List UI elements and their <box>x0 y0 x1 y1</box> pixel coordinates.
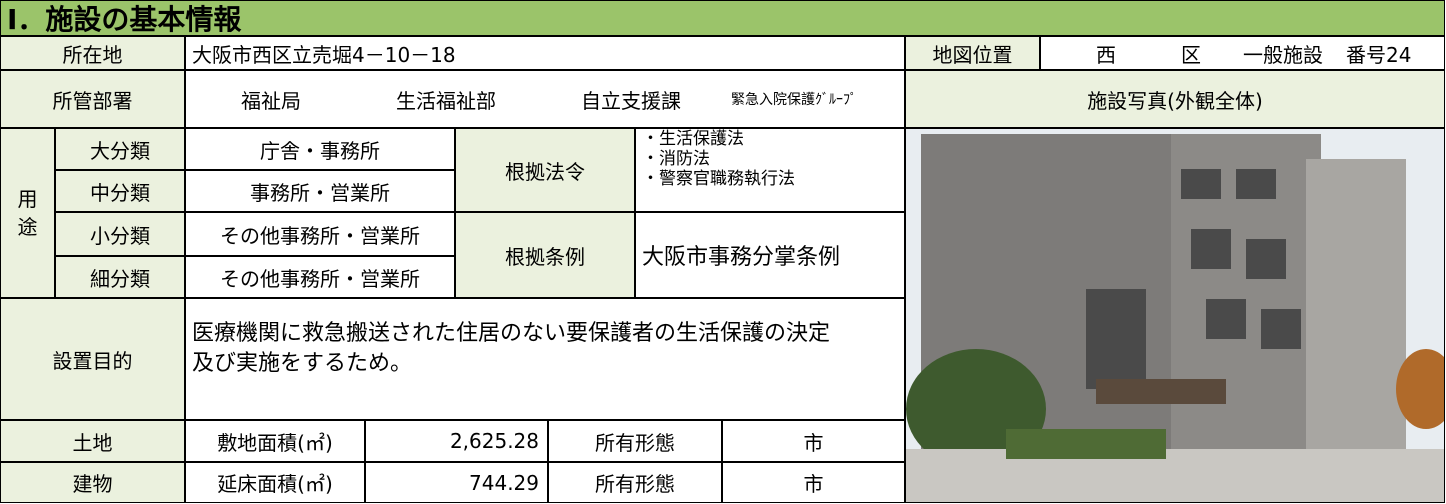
label: 小分類 <box>55 212 185 256</box>
value: ・消防法 <box>642 149 710 169</box>
label: 所管部署 <box>0 70 185 128</box>
label: 根拠法令 <box>455 128 635 212</box>
value: 大阪市事務分掌条例 <box>635 212 905 298</box>
label: 施設写真(外観全体) <box>905 70 1445 128</box>
label: 土地 <box>0 420 185 462</box>
value: 庁舎・事務所 <box>185 128 455 170</box>
photo-image <box>906 129 1444 502</box>
value: 区 <box>1181 42 1201 67</box>
value: その他事務所・営業所 <box>185 212 455 256</box>
value: 市 <box>722 462 905 503</box>
map-cell: 西 区 一般施設 番号24 <box>1040 36 1445 70</box>
label: 中分類 <box>55 170 185 212</box>
value: 市 <box>722 420 905 462</box>
label: 所在地 <box>0 36 185 70</box>
value: 自立支援課 <box>581 88 681 113</box>
title: Ⅰ．施設の基本情報 <box>0 0 1445 36</box>
label: 根拠条例 <box>455 212 635 298</box>
value: ・生活保護法 <box>642 129 744 149</box>
department-cell: 福祉局 生活福祉部 自立支援課 緊急入院保護ｸﾞﾙｰﾌﾟ <box>185 70 905 128</box>
value: 事務所・営業所 <box>185 170 455 212</box>
value: 744.29 <box>365 462 548 503</box>
value: 番号24 <box>1346 42 1412 67</box>
label: 設置目的 <box>0 298 185 420</box>
value: 及び実施をするため。 <box>192 351 413 376</box>
value: 生活福祉部 <box>396 88 496 113</box>
label: 大分類 <box>55 128 185 170</box>
value: 所有形態 <box>548 420 722 462</box>
value: 一般施設 <box>1243 42 1323 67</box>
value: 大阪市西区立売堀4－10－18 <box>185 36 905 70</box>
value: 2,625.28 <box>365 420 548 462</box>
value: その他事務所・営業所 <box>185 256 455 298</box>
label: 地図位置 <box>905 36 1040 70</box>
value: 所有形態 <box>548 462 722 503</box>
value: 緊急入院保護ｸﾞﾙｰﾌﾟ <box>731 92 857 108</box>
purpose: 医療機関に救急搬送された住居のない要保護者の生活保護の決定 及び実施をするため。 <box>185 298 905 420</box>
value: 敷地面積(㎡) <box>185 420 365 462</box>
laws: ・生活保護法 ・消防法 ・警察官職務執行法 <box>635 128 905 212</box>
value: 西 <box>1096 42 1116 67</box>
value: 延床面積(㎡) <box>185 462 365 503</box>
label: 用途 <box>0 128 55 298</box>
value: 医療機関に救急搬送された住居のない要保護者の生活保護の決定 <box>192 321 831 346</box>
photo <box>905 128 1445 503</box>
value: ・警察官職務執行法 <box>642 169 795 189</box>
label: 建物 <box>0 462 185 503</box>
value: 福祉局 <box>241 88 301 113</box>
label: 細分類 <box>55 256 185 298</box>
